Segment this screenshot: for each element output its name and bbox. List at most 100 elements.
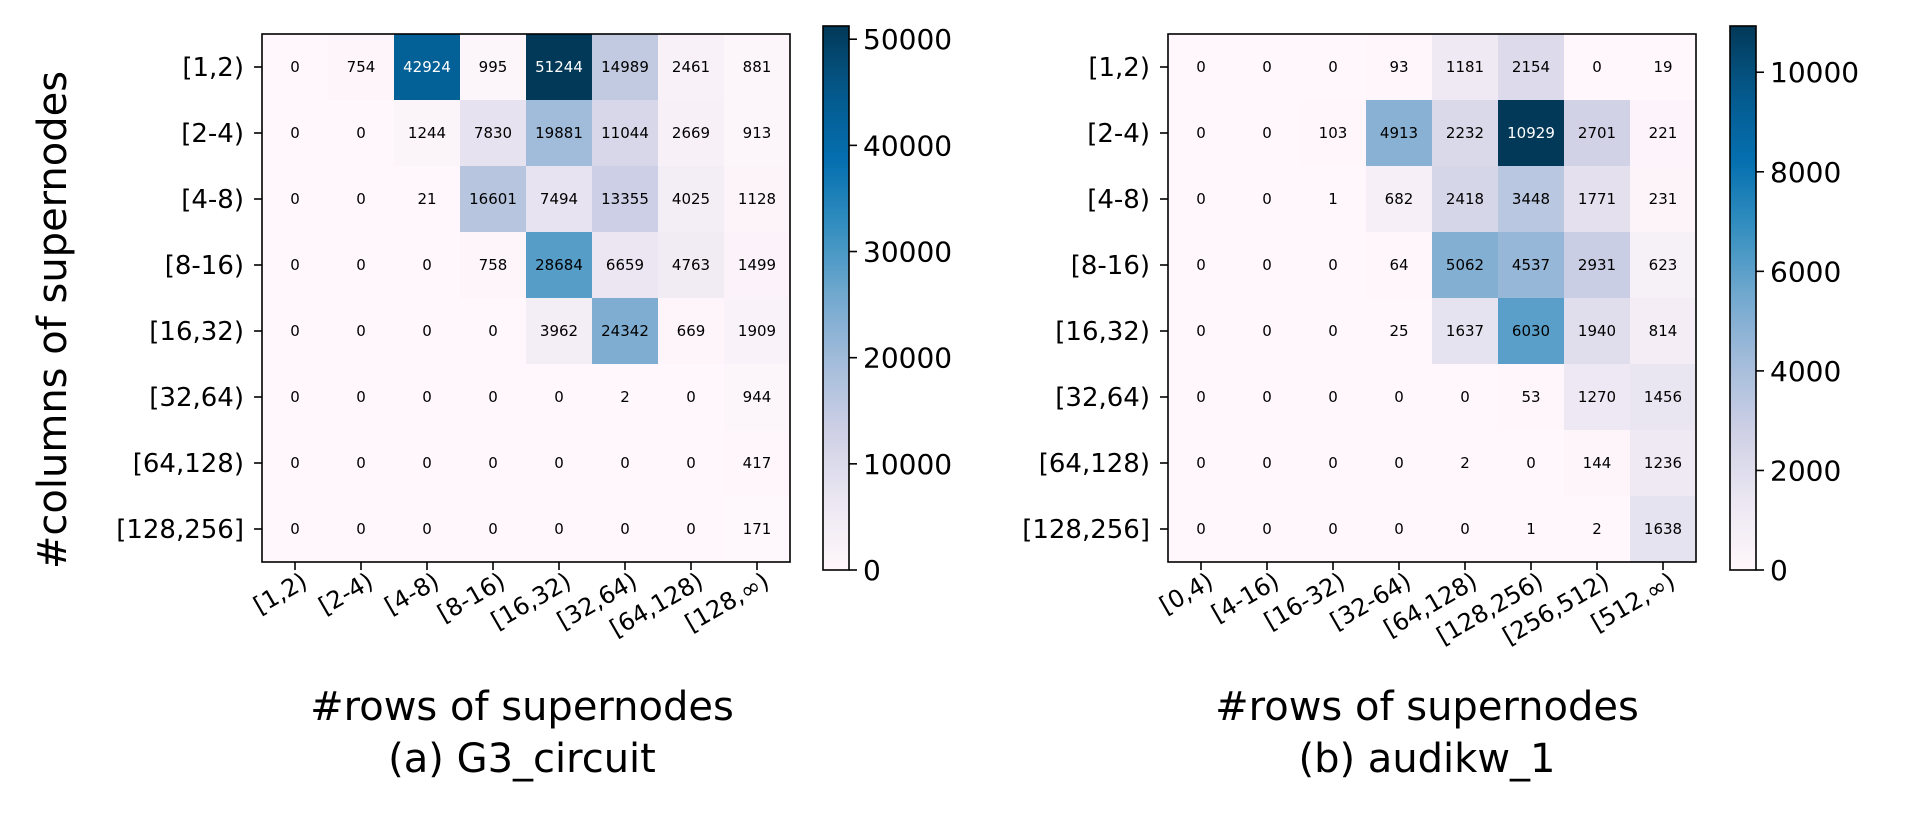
cell-value-label-a-r7-c5: 0 [620, 520, 630, 538]
cell-value-label-a-r6-c4: 0 [554, 454, 564, 472]
heatmap-cell-b-r3-c2 [1300, 232, 1367, 299]
cell-value-label-b-r7-c4: 0 [1460, 520, 1470, 538]
heatmap-cell-b-r2-c4 [1432, 166, 1499, 233]
heatmap-cell-b-r1-c4 [1432, 100, 1499, 167]
heatmap-cell-a-r3-c7 [724, 232, 791, 299]
cell-value-label-b-r0-c1: 0 [1262, 58, 1272, 76]
cell-value-label-b-r7-c3: 0 [1394, 520, 1404, 538]
cell-value-label-b-r7-c7: 1638 [1644, 520, 1682, 538]
cell-value-label-b-r3-c0: 0 [1196, 256, 1206, 274]
cell-value-label-b-r6-c3: 0 [1394, 454, 1404, 472]
colorbar-tick-label-b-0: 0 [1770, 554, 1788, 587]
colorbar-tick-label-a-5: 50000 [863, 23, 952, 56]
cell-value-label-a-r2-c0: 0 [290, 190, 300, 208]
heatmap-cell-a-r7-c1 [328, 496, 395, 563]
cell-value-label-b-r6-c4: 2 [1460, 454, 1470, 472]
cell-value-label-a-r3-c0: 0 [290, 256, 300, 274]
cell-value-label-a-r0-c3: 995 [479, 58, 508, 76]
cell-value-label-b-r5-c7: 1456 [1644, 388, 1682, 406]
heatmap-cell-a-r4-c0 [262, 298, 329, 365]
heatmap-cell-b-r7-c3 [1366, 496, 1433, 563]
y-tick-label-a-1: [2-4) [181, 119, 244, 149]
cell-value-label-b-r4-c0: 0 [1196, 322, 1206, 340]
heatmap-cell-a-r3-c0 [262, 232, 329, 299]
cell-value-label-b-r7-c5: 1 [1526, 520, 1536, 538]
heatmap-cell-b-r2-c7 [1630, 166, 1697, 233]
heatmap-cell-b-r7-c1 [1234, 496, 1301, 563]
cell-value-label-a-r1-c5: 11044 [601, 124, 649, 142]
heatmap-cell-a-r4-c7 [724, 298, 791, 365]
heatmap-cell-a-r4-c4 [526, 298, 593, 365]
x-tick-label-a-2: [4-8) [380, 567, 444, 620]
heatmap-cell-a-r2-c4 [526, 166, 593, 233]
y-tick-label-a-2: [4-8) [181, 185, 244, 215]
cell-value-label-b-r4-c2: 0 [1328, 322, 1338, 340]
heatmap-cell-b-r3-c3 [1366, 232, 1433, 299]
heatmap-cell-a-r6-c0 [262, 430, 329, 497]
heatmap-cell-a-r1-c2 [394, 100, 461, 167]
cell-value-label-b-r3-c6: 2931 [1578, 256, 1616, 274]
colorbar-tick-label-a-0: 0 [863, 554, 881, 587]
cell-value-label-b-r5-c4: 0 [1460, 388, 1470, 406]
heatmap-cell-b-r4-c4 [1432, 298, 1499, 365]
cell-value-label-b-r6-c7: 1236 [1644, 454, 1682, 472]
heatmap-cell-a-r4-c6 [658, 298, 725, 365]
cell-value-label-b-r1-c7: 221 [1649, 124, 1678, 142]
y-tick-label-b-5: [32,64) [1055, 383, 1150, 413]
heatmap-cell-a-r6-c4 [526, 430, 593, 497]
cell-value-label-b-r2-c7: 231 [1649, 190, 1678, 208]
cell-value-label-a-r7-c0: 0 [290, 520, 300, 538]
x-axis-label-a: #rows of supernodes [310, 684, 734, 730]
colorbar-tick-label-a-4: 40000 [863, 129, 952, 162]
cell-value-label-a-r3-c6: 4763 [672, 256, 710, 274]
heatmap-panel-b: 0 0 0 93 1181 2154 0 190 0 103 4913 2232 10929 2701 22… [1022, 25, 1859, 782]
heatmap-cell-b-r6-c2 [1300, 430, 1367, 497]
heatmap-cell-a-r5-c7 [724, 364, 791, 431]
cell-value-label-b-r6-c6: 144 [1583, 454, 1612, 472]
heatmap-cell-a-r1-c3 [460, 100, 527, 167]
cell-value-label-a-r4-c7: 1909 [738, 322, 776, 340]
cell-value-label-b-r1-c1: 0 [1262, 124, 1272, 142]
heatmap-cell-b-r4-c0 [1168, 298, 1235, 365]
cell-value-label-a-r3-c2: 0 [422, 256, 432, 274]
cell-value-label-a-r0-c7: 881 [743, 58, 772, 76]
plot-frame-a [261, 33, 791, 563]
cell-value-label-a-r6-c0: 0 [290, 454, 300, 472]
cell-value-label-a-r7-c1: 0 [356, 520, 366, 538]
cell-value-label-b-r6-c2: 0 [1328, 454, 1338, 472]
heatmap-cell-b-r0-c7 [1630, 34, 1697, 101]
cell-value-label-a-r7-c3: 0 [488, 520, 498, 538]
heatmap-cell-a-r7-c2 [394, 496, 461, 563]
cell-value-label-a-r4-c1: 0 [356, 322, 366, 340]
cell-value-label-a-r2-c4: 7494 [540, 190, 578, 208]
heatmap-cell-b-r0-c4 [1432, 34, 1499, 101]
colorbar-tick-label-b-3: 6000 [1770, 255, 1841, 288]
cell-value-label-b-r7-c2: 0 [1328, 520, 1338, 538]
cell-value-label-a-r6-c6: 0 [686, 454, 696, 472]
heatmap-cell-a-r1-c7 [724, 100, 791, 167]
heatmap-cell-b-r1-c3 [1366, 100, 1433, 167]
heatmap-cell-b-r2-c1 [1234, 166, 1301, 233]
cell-value-label-b-r0-c7: 19 [1653, 58, 1672, 76]
cell-value-label-a-r4-c0: 0 [290, 322, 300, 340]
y-tick-label-b-4: [16,32) [1055, 317, 1150, 347]
cell-value-label-a-r7-c7: 171 [743, 520, 772, 538]
heatmap-cell-a-r2-c2 [394, 166, 461, 233]
heatmap-cell-b-r6-c4 [1432, 430, 1499, 497]
y-tick-label-b-0: [1,2) [1088, 53, 1150, 83]
plot-frame-b [1167, 33, 1697, 563]
heatmap-cell-a-r5-c5 [592, 364, 659, 431]
cell-value-label-a-r1-c1: 0 [356, 124, 366, 142]
heatmap-cell-b-r5-c2 [1300, 364, 1367, 431]
cell-value-label-a-r1-c3: 7830 [474, 124, 512, 142]
heatmap-cell-b-r1-c6 [1564, 100, 1631, 167]
heatmap-cell-b-r3-c0 [1168, 232, 1235, 299]
cell-value-label-b-r0-c2: 0 [1328, 58, 1338, 76]
cell-value-label-a-r7-c2: 0 [422, 520, 432, 538]
heatmap-cell-a-r3-c3 [460, 232, 527, 299]
y-tick-label-b-6: [64,128) [1039, 449, 1150, 479]
heatmap-cell-a-r3-c2 [394, 232, 461, 299]
heatmap-cell-a-r4-c3 [460, 298, 527, 365]
heatmap-cell-a-r1-c0 [262, 100, 329, 167]
heatmap-cell-a-r1-c1 [328, 100, 395, 167]
